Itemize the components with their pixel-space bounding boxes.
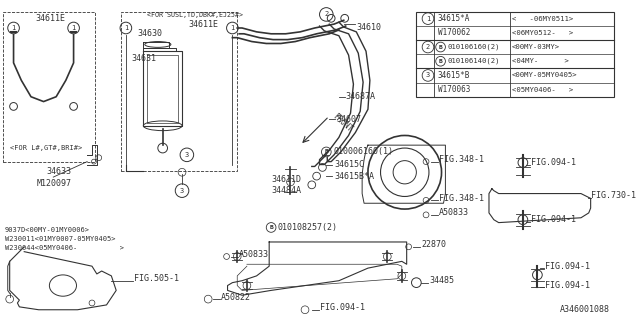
Text: W230011<01MY0007-05MY0405>: W230011<01MY0007-05MY0405> <box>5 236 115 242</box>
Text: 22870: 22870 <box>421 240 446 249</box>
Text: 010006160(1): 010006160(1) <box>333 148 393 156</box>
Text: 1: 1 <box>124 25 128 31</box>
Text: FIG.348-1: FIG.348-1 <box>438 155 484 164</box>
Text: B: B <box>269 225 273 230</box>
Text: FIG.094-1: FIG.094-1 <box>531 215 575 224</box>
Text: 1: 1 <box>12 25 16 31</box>
Text: 2: 2 <box>324 12 328 17</box>
Text: 34615B*A: 34615B*A <box>334 172 374 180</box>
Text: <   -06MY0511>: < -06MY0511> <box>512 16 573 22</box>
Text: 34633: 34633 <box>47 167 72 176</box>
Text: FIG.094-1: FIG.094-1 <box>531 158 575 167</box>
Text: <04MY-      >: <04MY- > <box>512 58 569 64</box>
Text: FIG.094-1: FIG.094-1 <box>319 303 365 312</box>
Text: FIG.094-1: FIG.094-1 <box>545 262 590 271</box>
Text: M120097: M120097 <box>36 180 72 188</box>
Text: 9037D<00MY-01MY0006>: 9037D<00MY-01MY0006> <box>5 227 90 233</box>
Text: FRONT: FRONT <box>331 112 355 134</box>
Text: 34610: 34610 <box>356 22 381 32</box>
Text: 34615*B: 34615*B <box>438 71 470 80</box>
Text: W230044<05MY0406-          >: W230044<05MY0406- > <box>5 245 124 251</box>
Text: B: B <box>324 149 328 155</box>
Text: 3: 3 <box>426 72 430 78</box>
Text: A50822: A50822 <box>221 293 251 302</box>
Text: 010108257(2): 010108257(2) <box>278 223 338 232</box>
Text: <00MY-03MY>: <00MY-03MY> <box>512 44 561 50</box>
Text: <00MY-05MY0405>: <00MY-05MY0405> <box>512 72 578 78</box>
Text: B: B <box>438 44 442 50</box>
Text: <FOR SUSL,TD,DBK#,EJ25#>: <FOR SUSL,TD,DBK#,EJ25#> <box>147 12 243 19</box>
Text: A50833: A50833 <box>239 250 269 259</box>
Text: W170062: W170062 <box>438 28 470 37</box>
Text: <FOR L#,GT#,BRI#>: <FOR L#,GT#,BRI#> <box>10 145 82 151</box>
Text: 34611E: 34611E <box>189 20 219 28</box>
Text: 3: 3 <box>180 188 184 194</box>
Text: FIG.348-1: FIG.348-1 <box>438 194 484 203</box>
Text: 2: 2 <box>426 44 430 50</box>
Text: A346001088: A346001088 <box>560 305 610 314</box>
Text: 34687A: 34687A <box>346 92 376 101</box>
Text: 34631: 34631 <box>132 53 157 62</box>
Text: <05MY0406-   >: <05MY0406- > <box>512 87 573 92</box>
Text: 010106160(2): 010106160(2) <box>447 44 500 50</box>
Text: 3: 3 <box>185 152 189 158</box>
Text: 1: 1 <box>426 16 430 22</box>
Text: 34615C: 34615C <box>334 160 364 169</box>
Text: FIG.505-1: FIG.505-1 <box>134 274 179 283</box>
Text: W170063: W170063 <box>438 85 470 94</box>
Text: 34484A: 34484A <box>271 186 301 195</box>
Text: <06MY0512-   >: <06MY0512- > <box>512 30 573 36</box>
Text: FIG.094-1: FIG.094-1 <box>545 281 590 290</box>
Text: 010106140(2): 010106140(2) <box>447 58 500 65</box>
Text: 34611E: 34611E <box>36 14 66 23</box>
Text: 34607: 34607 <box>336 115 361 124</box>
Text: FIG.730-1: FIG.730-1 <box>591 191 636 200</box>
Text: 34485: 34485 <box>429 276 454 285</box>
Text: 1: 1 <box>230 25 234 31</box>
Text: A50833: A50833 <box>438 208 468 217</box>
Text: 1: 1 <box>72 25 76 31</box>
Text: 34630: 34630 <box>138 29 163 38</box>
Text: 34615*A: 34615*A <box>438 14 470 23</box>
Text: 34611D: 34611D <box>271 174 301 184</box>
Text: B: B <box>438 59 442 64</box>
